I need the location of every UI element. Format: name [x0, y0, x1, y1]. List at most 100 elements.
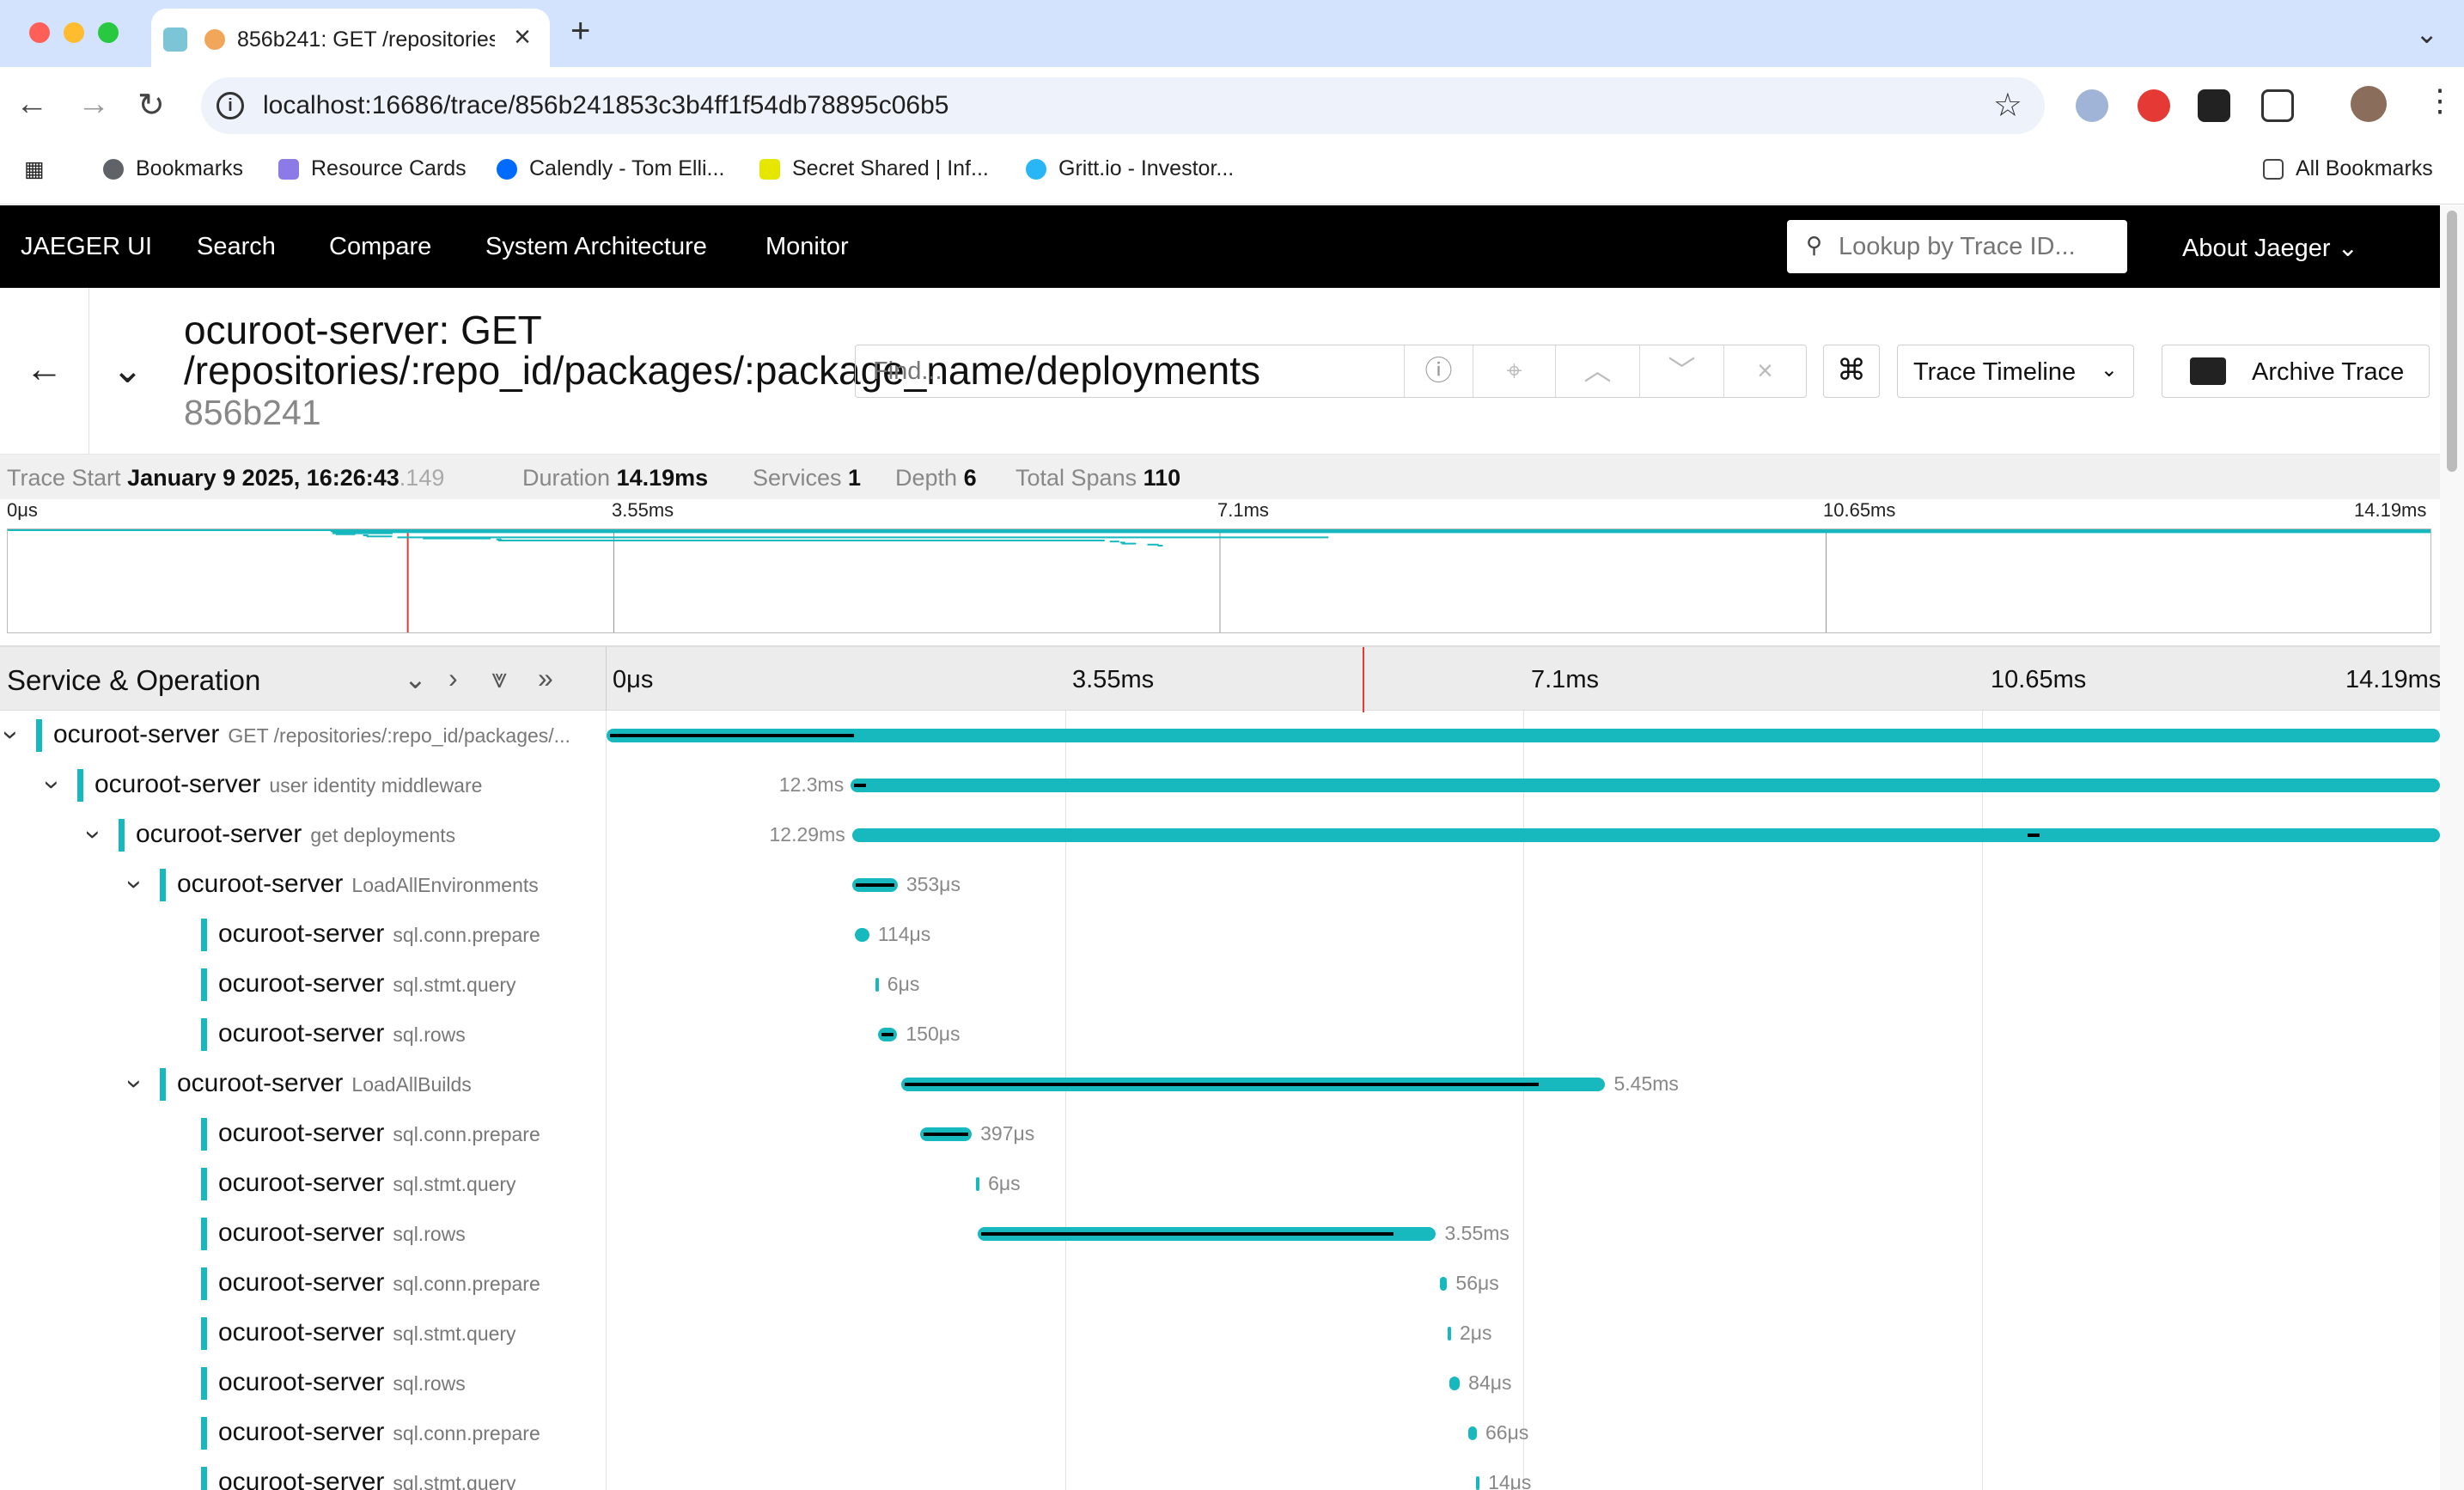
span-bar[interactable] [920, 1127, 973, 1141]
span-name-cell[interactable]: › ocuroot-server user identity middleware [0, 760, 607, 810]
span-bar[interactable] [877, 1028, 898, 1041]
nav-search[interactable]: Search [197, 233, 276, 260]
bookmark-item[interactable]: Secret Shared | Inf... [759, 156, 989, 181]
nav-system-architecture[interactable]: System Architecture [485, 233, 707, 260]
span-name-cell[interactable]: › ocuroot-server LoadAllEnvironments [0, 860, 607, 910]
span-row[interactable]: › ocuroot-server LoadAllBuilds 5.45ms [0, 1059, 2440, 1109]
span-name-cell[interactable]: ocuroot-server sql.stmt.query [0, 1309, 607, 1359]
extensions-puzzle-icon[interactable] [2261, 89, 2294, 122]
span-timeline-cell[interactable]: 56μs [607, 1259, 2440, 1309]
find-input[interactable] [871, 354, 1387, 388]
span-timeline-cell[interactable]: 3.55ms [607, 1209, 2440, 1259]
span-bar[interactable] [976, 1177, 980, 1191]
bookmark-item[interactable]: Bookmarks [103, 156, 243, 181]
span-name-cell[interactable]: › ocuroot-server get deployments [0, 810, 607, 860]
span-timeline-cell[interactable]: 150μs [607, 1010, 2440, 1059]
span-row[interactable]: ocuroot-server sql.stmt.query 14μs [0, 1458, 2440, 1490]
browser-tab-active[interactable]: 856b241: GET /repositories/:repo_id/pack… [151, 9, 550, 67]
expand-one-icon[interactable]: › [448, 663, 458, 693]
nav-compare[interactable]: Compare [329, 233, 432, 260]
span-row[interactable]: ocuroot-server sql.stmt.query 2μs [0, 1309, 2440, 1359]
span-row[interactable]: › ocuroot-server get deployments 12.29ms [0, 810, 2440, 860]
span-timeline-cell[interactable]: 12.29ms [607, 810, 2440, 860]
span-toggle-chevron-icon[interactable]: › [0, 730, 27, 740]
span-timeline-cell[interactable]: 12.3ms [607, 760, 2440, 810]
span-bar[interactable] [1448, 1327, 1452, 1340]
view-select[interactable]: Trace Timeline ⌄ [1897, 345, 2134, 398]
span-name-cell[interactable]: › ocuroot-server LoadAllBuilds [0, 1059, 607, 1109]
nav-monitor[interactable]: Monitor [765, 233, 849, 260]
collapse-all-icon[interactable]: ⩔ [491, 663, 508, 693]
span-bar[interactable] [1449, 1377, 1461, 1390]
close-tab-icon[interactable]: × [514, 21, 531, 53]
span-bar[interactable] [607, 729, 2440, 742]
password-manager-icon[interactable] [2076, 89, 2108, 122]
bookmark-star-icon[interactable]: ☆ [1992, 88, 2022, 124]
minimap-canvas[interactable] [7, 528, 2431, 633]
about-jaeger-menu[interactable]: About Jaeger ⌄ [2182, 233, 2358, 263]
site-info-icon[interactable]: i [217, 92, 244, 119]
window-close-dot[interactable] [29, 22, 50, 43]
prev-result-icon[interactable]: ︿ [1555, 345, 1639, 397]
apps-grid-icon[interactable]: ▦ [24, 157, 45, 181]
span-toggle-chevron-icon[interactable]: › [119, 1079, 151, 1089]
span-row[interactable]: ocuroot-server sql.conn.prepare 66μs [0, 1408, 2440, 1458]
brand-logo[interactable]: JAEGER UI [21, 233, 153, 260]
address-bar[interactable]: i localhost:16686/trace/856b241853c3b4ff… [201, 77, 2045, 134]
span-name-cell[interactable]: ocuroot-server sql.conn.prepare [0, 1259, 607, 1309]
all-bookmarks[interactable]: All Bookmarks [2263, 156, 2433, 181]
span-bar[interactable] [977, 1227, 1436, 1241]
keyboard-shortcuts-icon[interactable]: ⌘ [1823, 345, 1880, 398]
span-row[interactable]: ocuroot-server sql.stmt.query 6μs [0, 960, 2440, 1010]
span-name-cell[interactable]: ocuroot-server sql.conn.prepare [0, 910, 607, 960]
span-timeline-cell[interactable] [607, 711, 2440, 760]
span-row[interactable]: › ocuroot-server user identity middleware 1… [0, 760, 2440, 810]
span-toggle-chevron-icon[interactable]: › [78, 830, 110, 840]
back-arrow-icon[interactable]: ← [15, 86, 48, 122]
span-toggle-chevron-icon[interactable]: › [37, 780, 69, 790]
span-timeline-cell[interactable]: 353μs [607, 860, 2440, 910]
span-timeline-cell[interactable]: 5.45ms [607, 1059, 2440, 1109]
collapse-header-chevron-icon[interactable]: ⌄ [112, 349, 143, 391]
tab-search-chevron-icon[interactable]: ⌄ [2415, 18, 2438, 49]
forward-arrow-icon[interactable]: → [77, 86, 110, 122]
browser-menu-icon[interactable]: ⋮ [2424, 82, 2455, 118]
bookmark-item[interactable]: Gritt.io - Investor... [1026, 156, 1234, 181]
span-timeline-cell[interactable]: 66μs [607, 1408, 2440, 1458]
span-row[interactable]: › ocuroot-server LoadAllEnvironments 353μs [0, 860, 2440, 910]
window-maximize-dot[interactable] [98, 22, 119, 43]
span-bar[interactable] [851, 878, 898, 892]
span-row[interactable]: ocuroot-server sql.rows 84μs [0, 1359, 2440, 1408]
span-name-cell[interactable]: ocuroot-server sql.stmt.query [0, 1159, 607, 1209]
span-row[interactable]: ocuroot-server sql.rows 150μs [0, 1010, 2440, 1059]
span-name-cell[interactable]: ocuroot-server sql.stmt.query [0, 1458, 607, 1490]
bookmark-item[interactable]: Calendly - Tom Elli... [497, 156, 724, 181]
span-name-cell[interactable]: ocuroot-server sql.stmt.query [0, 960, 607, 1010]
span-bar[interactable] [875, 978, 879, 992]
span-bar[interactable] [900, 1078, 1606, 1091]
archive-trace-button[interactable]: Archive Trace [2162, 345, 2430, 398]
span-timeline-cell[interactable]: 114μs [607, 910, 2440, 960]
trace-id-input[interactable] [1837, 229, 2112, 265]
span-timeline-cell[interactable]: 2μs [607, 1309, 2440, 1359]
span-name-cell[interactable]: ocuroot-server sql.rows [0, 1359, 607, 1408]
help-icon[interactable]: ⓘ [1404, 345, 1473, 397]
profile-avatar[interactable] [2351, 86, 2387, 122]
span-row[interactable]: ocuroot-server sql.conn.prepare 397μs [0, 1109, 2440, 1159]
span-bar[interactable] [851, 779, 2440, 792]
next-result-icon[interactable]: ﹀ [1639, 345, 1723, 397]
new-tab-icon[interactable]: + [570, 12, 591, 50]
address-url[interactable]: localhost:16686/trace/856b241853c3b4ff1f… [263, 91, 949, 119]
span-row[interactable]: ocuroot-server sql.stmt.query 6μs [0, 1159, 2440, 1209]
span-name-cell[interactable]: ocuroot-server sql.rows [0, 1010, 607, 1059]
span-timeline-cell[interactable]: 6μs [607, 1159, 2440, 1209]
span-bar[interactable] [1476, 1476, 1480, 1490]
span-timeline-cell[interactable]: 397μs [607, 1109, 2440, 1159]
page-scrollbar[interactable] [2440, 205, 2464, 1490]
span-name-cell[interactable]: ocuroot-server sql.rows [0, 1209, 607, 1259]
span-name-cell[interactable]: › ocuroot-server GET /repositories/:repo_i… [0, 711, 607, 760]
span-bar[interactable] [854, 928, 869, 942]
span-bar[interactable] [1468, 1426, 1477, 1440]
span-name-cell[interactable]: ocuroot-server sql.conn.prepare [0, 1408, 607, 1458]
expand-all-icon[interactable]: » [538, 663, 553, 693]
